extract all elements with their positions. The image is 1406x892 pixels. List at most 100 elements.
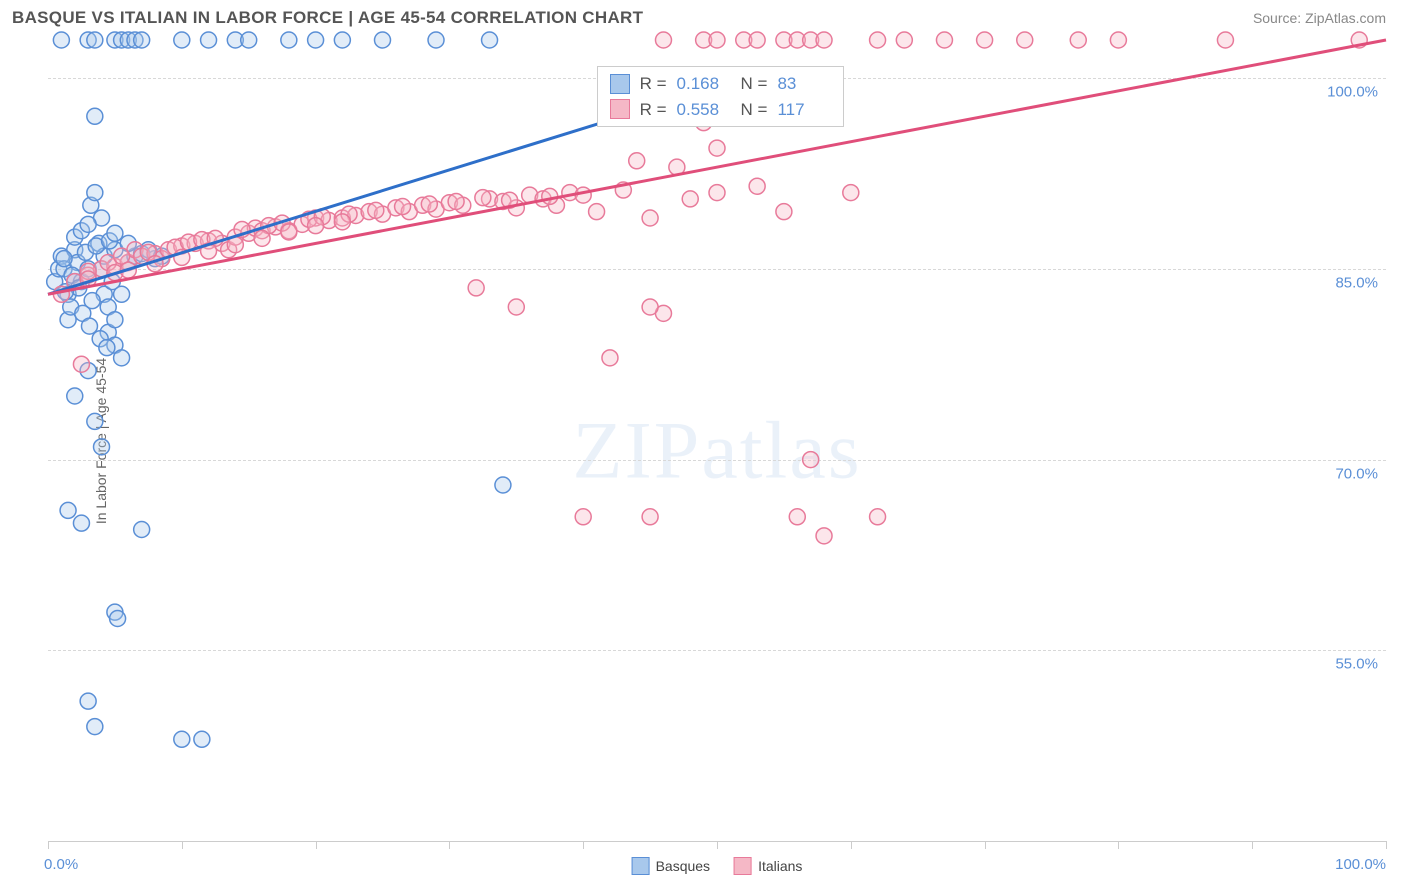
data-point: [1017, 32, 1033, 48]
data-point: [482, 32, 498, 48]
legend-label-italians: Italians: [758, 858, 802, 874]
data-point: [589, 204, 605, 220]
data-point: [977, 32, 993, 48]
data-point: [99, 340, 115, 356]
data-point: [281, 224, 297, 240]
data-point: [448, 193, 464, 209]
stats-row: R = 0.558 N = 117: [610, 97, 832, 123]
stats-r-value: 0.558: [677, 97, 731, 123]
data-point: [80, 693, 96, 709]
data-point: [475, 190, 491, 206]
chart-header: BASQUE VS ITALIAN IN LABOR FORCE | AGE 4…: [0, 0, 1406, 32]
legend-swatch-basques: [632, 857, 650, 875]
data-point: [655, 32, 671, 48]
data-point: [1110, 32, 1126, 48]
x-tick: [985, 841, 986, 849]
x-tick: [583, 841, 584, 849]
x-tick: [1386, 841, 1387, 849]
data-point: [508, 299, 524, 315]
data-point: [575, 509, 591, 525]
data-point: [80, 216, 96, 232]
data-point: [368, 202, 384, 218]
chart-title: BASQUE VS ITALIAN IN LABOR FORCE | AGE 4…: [12, 8, 643, 28]
chart-area: In Labor Force | Age 45-54 ZIPatlas 55.0…: [48, 40, 1386, 842]
data-point: [843, 185, 859, 201]
data-point: [87, 108, 103, 124]
data-point: [87, 32, 103, 48]
data-point: [789, 509, 805, 525]
data-point: [73, 356, 89, 372]
data-point: [749, 32, 765, 48]
data-point: [870, 509, 886, 525]
stats-r-label: R =: [640, 97, 667, 123]
data-point: [107, 312, 123, 328]
data-point: [896, 32, 912, 48]
data-point: [94, 439, 110, 455]
x-tick: [717, 841, 718, 849]
stats-swatch: [610, 99, 630, 119]
legend-item-basques: Basques: [632, 857, 710, 875]
data-point: [709, 32, 725, 48]
data-point: [53, 32, 69, 48]
x-tick: [851, 841, 852, 849]
data-point: [803, 452, 819, 468]
data-point: [468, 280, 484, 296]
data-point: [81, 318, 97, 334]
data-point: [421, 196, 437, 212]
data-point: [107, 225, 123, 241]
stats-n-label: N =: [741, 97, 768, 123]
data-point: [114, 350, 130, 366]
data-point: [134, 522, 150, 538]
legend-swatch-italians: [734, 857, 752, 875]
data-point: [87, 719, 103, 735]
data-point: [241, 32, 257, 48]
data-point: [375, 32, 391, 48]
data-point: [642, 210, 658, 226]
scatter-plot: [48, 40, 1386, 841]
data-point: [87, 185, 103, 201]
x-tick: [449, 841, 450, 849]
x-axis-max-label: 100.0%: [1335, 856, 1386, 873]
x-tick: [182, 841, 183, 849]
stats-n-label: N =: [741, 71, 768, 97]
stats-n-value: 117: [777, 97, 831, 123]
legend: Basques Italians: [632, 857, 803, 875]
data-point: [334, 214, 350, 230]
stats-r-label: R =: [640, 71, 667, 97]
data-point: [709, 185, 725, 201]
x-tick: [1252, 841, 1253, 849]
data-point: [194, 731, 210, 747]
data-point: [642, 509, 658, 525]
data-point: [308, 218, 324, 234]
data-point: [308, 32, 324, 48]
data-point: [174, 32, 190, 48]
data-point: [936, 32, 952, 48]
data-point: [60, 502, 76, 518]
data-point: [629, 153, 645, 169]
data-point: [816, 528, 832, 544]
stats-row: R =0.168N =83: [610, 71, 832, 97]
stats-r-value: 0.168: [677, 71, 731, 97]
data-point: [1070, 32, 1086, 48]
x-tick: [316, 841, 317, 849]
x-axis-min-label: 0.0%: [44, 856, 78, 873]
data-point: [682, 191, 698, 207]
x-tick: [1118, 841, 1119, 849]
data-point: [816, 32, 832, 48]
stats-swatch: [610, 74, 630, 94]
data-point: [642, 299, 658, 315]
data-point: [56, 251, 72, 267]
data-point: [87, 413, 103, 429]
data-point: [174, 731, 190, 747]
legend-item-italians: Italians: [734, 857, 802, 875]
data-point: [602, 350, 618, 366]
data-point: [709, 140, 725, 156]
data-point: [110, 611, 126, 627]
data-point: [281, 32, 297, 48]
data-point: [395, 199, 411, 215]
data-point: [334, 32, 350, 48]
legend-label-basques: Basques: [656, 858, 710, 874]
data-point: [114, 286, 130, 302]
data-point: [428, 32, 444, 48]
chart-source: Source: ZipAtlas.com: [1253, 10, 1386, 26]
